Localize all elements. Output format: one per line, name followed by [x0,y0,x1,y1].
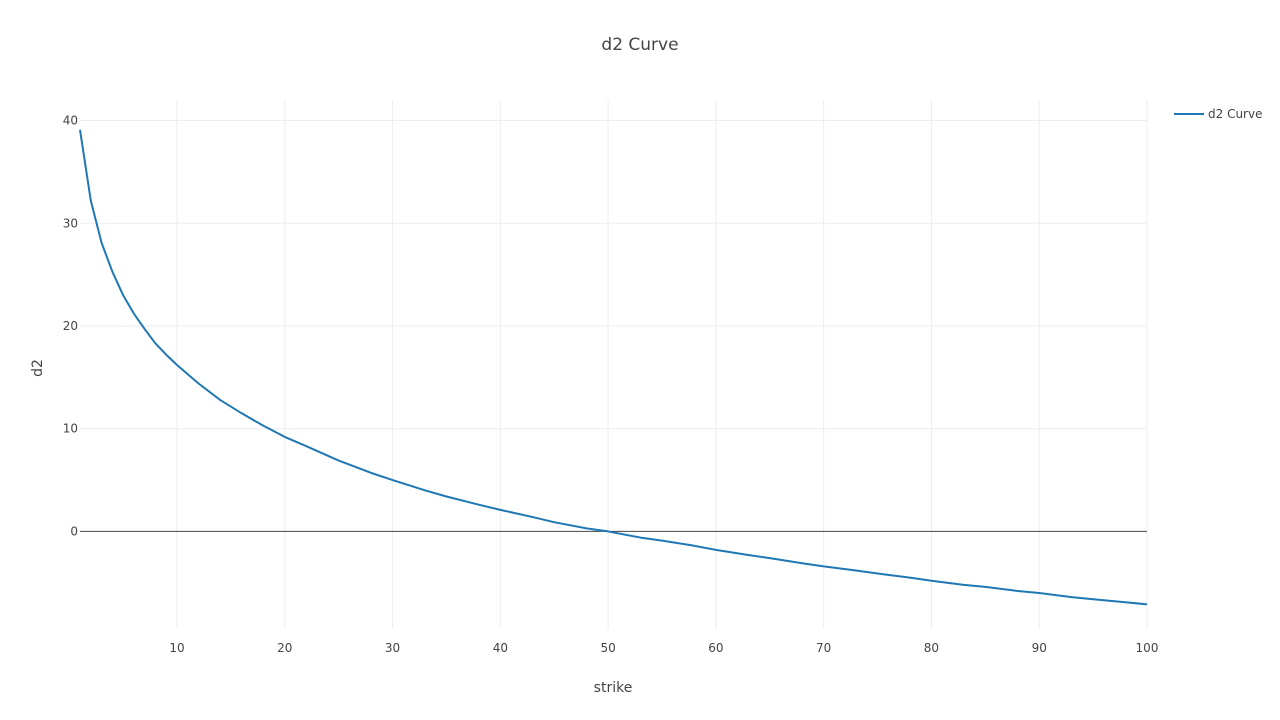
y-axis-title: d2 [30,359,46,377]
x-tick-label: 10 [169,641,184,655]
x-axis-ticks: 10 20 30 40 50 60 70 80 90 100 [169,641,1158,655]
x-tick-label: 80 [924,641,939,655]
x-tick-label: 60 [708,641,723,655]
grid-layer [80,100,1148,629]
y-tick-label: 10 [63,422,78,436]
x-axis-title: strike [594,680,633,696]
x-tick-label: 70 [816,641,831,655]
series-line-d2-curve[interactable] [79,129,1148,606]
x-tick-label: 50 [600,641,615,655]
y-tick-label: 20 [63,319,78,333]
y-tick-label: 40 [63,114,78,128]
y-tick-label: 0 [70,524,78,538]
y-axis-ticks: 0 10 20 30 40 [63,114,78,539]
x-tick-label: 40 [493,641,508,655]
y-tick-label: 30 [63,216,78,230]
chart-title: d2 Curve [601,35,678,55]
series-layer [79,129,1148,606]
x-tick-label: 90 [1032,641,1047,655]
x-tick-label: 100 [1136,641,1159,655]
x-tick-label: 30 [385,641,400,655]
legend[interactable]: d2 Curve [1174,107,1262,121]
legend-label-d2-curve: d2 Curve [1208,107,1262,121]
x-tick-label: 20 [277,641,292,655]
